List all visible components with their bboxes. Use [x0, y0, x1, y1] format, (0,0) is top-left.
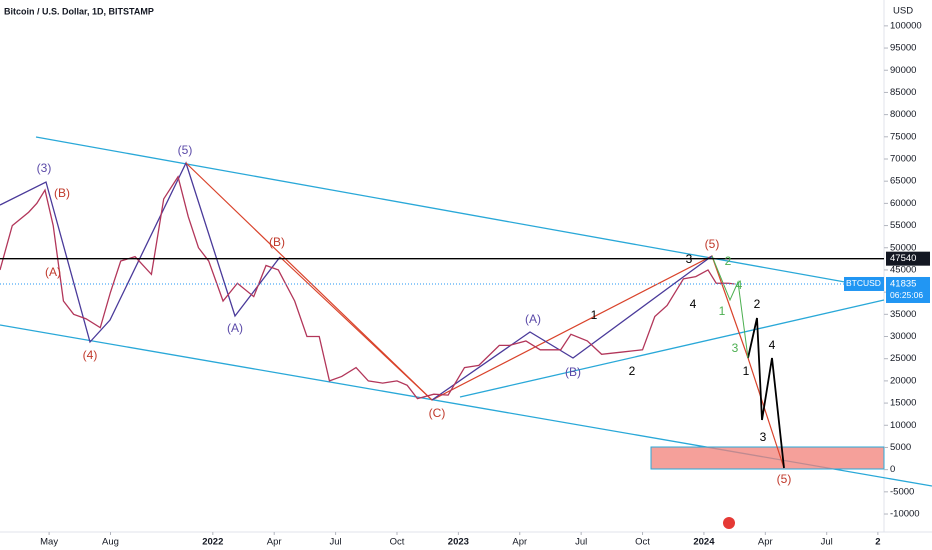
- y-tick-label: 10000: [890, 420, 916, 431]
- flag-icon[interactable]: [723, 517, 735, 529]
- wave-label: (B): [54, 186, 70, 200]
- wave-green: [711, 255, 749, 359]
- last-price-label: 41835: [890, 279, 916, 290]
- x-tick-label: Oct: [635, 537, 650, 548]
- wave-red: [185, 162, 433, 401]
- x-tick-label: Apr: [267, 537, 282, 548]
- wave-label: 4: [690, 297, 697, 311]
- wave-label: 1: [743, 364, 750, 378]
- wave-label: 4: [769, 338, 776, 352]
- countdown-label: 06:25:06: [890, 290, 923, 300]
- x-tick-label: Jul: [330, 537, 342, 548]
- x-tick-label: Jul: [821, 537, 833, 548]
- wave-label: 2: [725, 254, 732, 268]
- wave-label: (5): [705, 237, 720, 251]
- last-price-tag: [886, 276, 930, 303]
- wave-label: (B): [565, 365, 581, 379]
- x-tick-label: Jul: [575, 537, 587, 548]
- y-tick-label: 45000: [890, 264, 916, 275]
- x-tick-label: Apr: [758, 537, 773, 548]
- y-tick-label: 0: [890, 464, 895, 475]
- channel-upper: [35, 136, 885, 290]
- x-tick-label: Aug: [102, 537, 119, 548]
- wave-label: 4: [736, 278, 743, 292]
- wave-label: 2: [754, 297, 761, 311]
- y-tick-label: 35000: [890, 309, 916, 320]
- y-tick-label: 95000: [890, 43, 916, 54]
- currency: USD: [893, 6, 913, 17]
- x-tick-label: May: [40, 537, 58, 548]
- y-tick-label: 90000: [890, 65, 916, 76]
- y-tick-label: 20000: [890, 375, 916, 386]
- y-tick-label: 75000: [890, 131, 916, 142]
- y-tick-label: 25000: [890, 353, 916, 364]
- y-tick-label: 60000: [890, 198, 916, 209]
- wave-label: (5): [178, 143, 193, 157]
- wave-black: [747, 317, 785, 469]
- x-tick-label: 2023: [448, 537, 469, 548]
- x-tick-label: 2024: [693, 537, 715, 548]
- y-tick-label: 80000: [890, 109, 916, 120]
- wave-label: (C): [429, 406, 446, 420]
- x-tick-label: Apr: [512, 537, 527, 548]
- y-tick-label: 100000: [890, 20, 922, 31]
- price-line: [0, 175, 735, 400]
- wave-purple: [0, 161, 281, 344]
- x-tick-label: 2: [875, 537, 880, 548]
- wave-label: (4): [83, 348, 98, 362]
- y-tick-label: -10000: [890, 509, 920, 520]
- wave-label: 3: [760, 430, 767, 444]
- x-tick-label: Oct: [390, 537, 405, 548]
- wave-label: 1: [591, 308, 598, 322]
- wave-label: (3): [37, 161, 52, 175]
- y-tick-label: 30000: [890, 331, 916, 342]
- x-tick-label: 2022: [202, 537, 223, 548]
- y-tick-label: 55000: [890, 220, 916, 231]
- support-line: [459, 299, 885, 398]
- y-tick-label: 50000: [890, 242, 916, 253]
- y-tick-label: 5000: [890, 442, 911, 453]
- wave-label: 3: [686, 252, 693, 266]
- y-tick-label: -5000: [890, 486, 914, 497]
- y-tick-label: 15000: [890, 398, 916, 409]
- symbol-label: BTCUSD: [846, 278, 881, 288]
- wave-label: (A): [45, 265, 61, 279]
- price-tag-label: 47540: [890, 253, 916, 264]
- wave-label: 1: [719, 304, 726, 318]
- y-tick-label: 85000: [890, 87, 916, 98]
- wave-label: (5): [777, 472, 792, 486]
- wave-label: (A): [227, 321, 243, 335]
- symbol-tag: [844, 276, 884, 291]
- y-tick-label: 70000: [890, 154, 916, 165]
- wave-purple: [431, 255, 713, 401]
- wave-label: 2: [629, 364, 636, 378]
- target-zone: [650, 446, 885, 470]
- wave-label: (A): [525, 312, 541, 326]
- wave-label: (B): [269, 235, 285, 249]
- chart-title: Bitcoin / U.S. Dollar, 1D, BITSTAMP: [4, 6, 154, 16]
- y-tick-label: 65000: [890, 176, 916, 187]
- price-tag: [886, 251, 930, 266]
- wave-label: 3: [732, 341, 739, 355]
